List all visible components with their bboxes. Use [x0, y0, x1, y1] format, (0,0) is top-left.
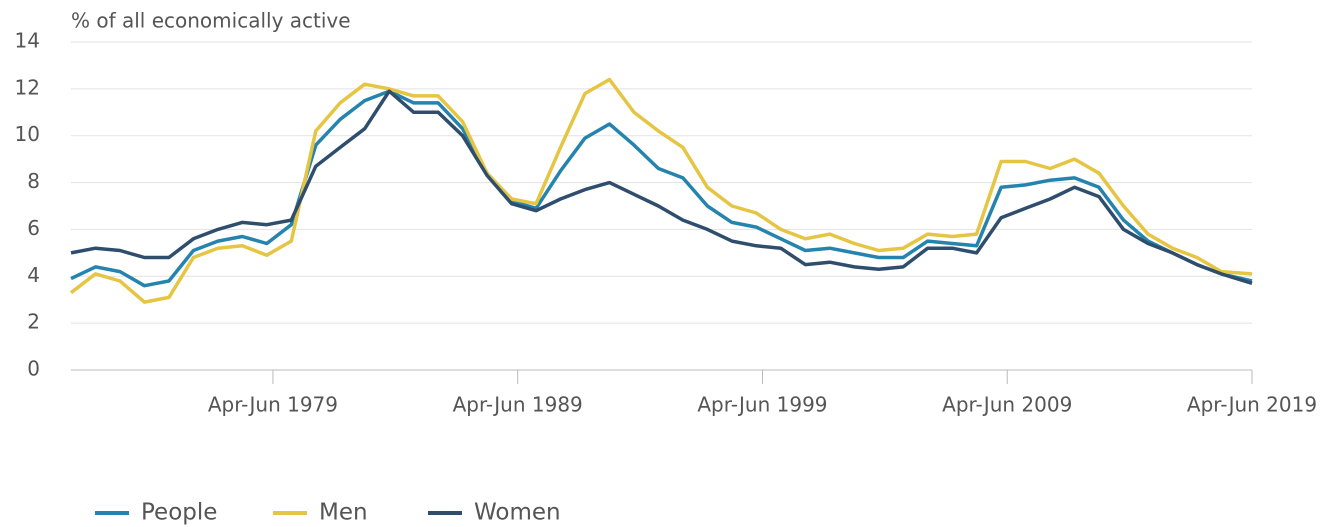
y-tick-label: 2 [27, 310, 40, 334]
line-series [69, 77, 1253, 304]
x-tick-label: Apr-Jun 1989 [453, 393, 583, 417]
x-tick-label: Apr-Jun 1999 [697, 393, 827, 417]
y-tick-label: 12 [15, 75, 40, 99]
x-tick-label: Apr-Jun 2009 [942, 393, 1072, 417]
y-tick-label: 8 [27, 169, 40, 193]
x-tick-label: Apr-Jun 1979 [208, 393, 338, 417]
legend-label: Men [319, 500, 368, 526]
legend-label: Women [474, 500, 561, 526]
y-axis-label: % of all economically active [71, 9, 351, 33]
y-tick-label: 6 [27, 216, 40, 240]
y-tick-label: 14 [15, 29, 40, 53]
line-series [70, 89, 1253, 285]
y-tick-label: 10 [15, 122, 40, 146]
x-tick-label: Apr-Jun 2019 [1187, 393, 1317, 417]
line-series [70, 89, 1253, 288]
y-tick-label: 0 [27, 357, 40, 381]
y-tick-label: 4 [27, 263, 40, 287]
legend-label: People [141, 500, 217, 526]
